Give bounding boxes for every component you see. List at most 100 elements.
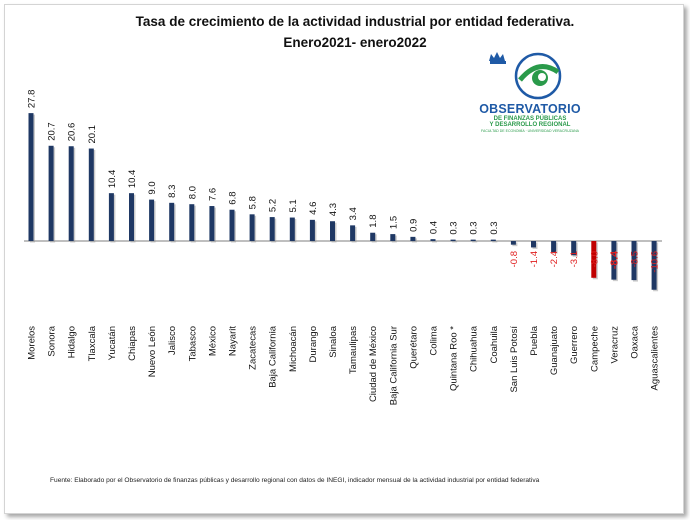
source-note: Fuente: Elaborado por el Observatorio de… xyxy=(50,477,540,484)
category-label: Veracruz xyxy=(609,326,620,364)
category-label: Sinaloa xyxy=(328,325,339,357)
data-label: 1.8 xyxy=(368,215,379,228)
bar xyxy=(591,241,597,278)
bar xyxy=(209,206,215,241)
category-label: Baja California xyxy=(268,325,279,387)
data-label: 0.3 xyxy=(489,221,500,234)
bar xyxy=(651,241,657,290)
data-label: -3.1 xyxy=(569,251,580,267)
data-label: 10.4 xyxy=(107,170,118,189)
category-label: Sonora xyxy=(47,325,58,356)
bar-shadow xyxy=(472,241,478,243)
bar xyxy=(149,199,155,241)
category-label: Morelos xyxy=(27,326,38,360)
bar xyxy=(350,225,356,241)
data-label: 4.6 xyxy=(308,202,319,215)
data-label: 1.5 xyxy=(388,216,399,229)
data-label: 9.0 xyxy=(147,181,158,194)
data-label: 8.0 xyxy=(187,186,198,199)
bar xyxy=(571,241,577,256)
category-label: Baja California Sur xyxy=(388,326,399,405)
data-label: 5.8 xyxy=(248,196,259,209)
bar-shadow xyxy=(492,241,498,243)
data-label: 8.3 xyxy=(167,185,178,198)
bar xyxy=(129,193,134,241)
data-label: -0.8 xyxy=(509,251,520,267)
bar xyxy=(390,234,396,241)
bar xyxy=(490,239,496,241)
bar xyxy=(430,239,436,241)
logo-subtitle-1: DE FINANZAS PÚBLICAS xyxy=(493,116,567,122)
category-label: Coahuila xyxy=(489,325,500,363)
category-label: Chiapas xyxy=(127,326,138,361)
chart-subtitle: Enero2021- enero2022 xyxy=(283,35,427,50)
category-label: Guanajuato xyxy=(549,326,560,375)
data-label: 0.3 xyxy=(469,221,480,234)
category-label: Quintana Roo * xyxy=(449,326,460,391)
logo-tagline: FACULTAD DE ECONOMÍA · UNIVERSIDAD VERAC… xyxy=(481,129,579,133)
data-label: 10.4 xyxy=(127,170,138,189)
bar xyxy=(450,239,456,241)
data-label: -10.6 xyxy=(650,251,661,273)
category-label: Hidalgo xyxy=(67,326,78,358)
bar xyxy=(551,241,557,253)
data-label: 20.7 xyxy=(47,122,58,141)
logo-emblem-icon xyxy=(489,52,562,100)
bar xyxy=(229,209,235,241)
data-label: 5.1 xyxy=(288,199,299,212)
category-label: México xyxy=(207,326,218,356)
bar xyxy=(169,202,175,241)
data-label: -8.5 xyxy=(630,251,641,267)
bar xyxy=(88,148,94,241)
bar xyxy=(631,241,637,281)
category-label: Campeche xyxy=(589,326,600,372)
category-label: Durango xyxy=(308,326,319,362)
category-label: Jalisco xyxy=(167,326,178,355)
bar xyxy=(410,236,416,241)
bar xyxy=(108,193,114,241)
bar xyxy=(510,241,516,245)
category-label: Ciudad de México xyxy=(368,326,379,402)
category-label: Tamaulipas xyxy=(348,326,359,374)
bar xyxy=(48,145,54,241)
category-label: San Luis Potosí xyxy=(509,326,520,393)
observatorio-logo: OBSERVATORIO DE FINANZAS PÚBLICAS Y DESA… xyxy=(470,50,590,136)
category-label: Yucatán xyxy=(107,326,118,360)
category-label: Querétaro xyxy=(408,326,419,369)
bar xyxy=(611,241,617,280)
bar xyxy=(189,204,195,241)
data-label: 20.6 xyxy=(67,123,78,142)
data-label: 0.9 xyxy=(408,219,419,232)
bar xyxy=(370,232,376,241)
data-label: 7.6 xyxy=(207,188,218,201)
bar xyxy=(249,214,255,241)
chart-frame xyxy=(4,4,684,514)
logo-name: OBSERVATORIO xyxy=(479,102,581,116)
data-label: -1.4 xyxy=(529,251,540,267)
bar xyxy=(470,239,476,241)
bar xyxy=(289,217,295,241)
category-label: Tabasco xyxy=(187,326,198,361)
data-label: -2.4 xyxy=(549,251,560,267)
category-label: Aguascalientes xyxy=(650,326,661,391)
bar xyxy=(269,217,275,241)
bar xyxy=(68,146,74,241)
bar xyxy=(531,241,536,248)
data-label: 27.8 xyxy=(27,90,38,109)
data-label: 5.2 xyxy=(268,199,279,212)
category-label: Guerrero xyxy=(569,326,580,364)
category-label: Zacatecas xyxy=(248,326,259,370)
data-label: 20.1 xyxy=(87,125,98,144)
bar-shadow xyxy=(452,241,458,243)
category-label: Colima xyxy=(429,325,440,355)
data-label: 0.4 xyxy=(429,221,440,234)
bar xyxy=(28,113,34,241)
bar-shadow xyxy=(432,240,437,243)
category-label: Tlaxcala xyxy=(87,325,98,361)
category-label: Chihuahua xyxy=(469,325,480,372)
bar xyxy=(330,221,335,241)
bar xyxy=(309,219,315,241)
data-label: -8.4 xyxy=(608,251,620,269)
category-label: Puebla xyxy=(529,325,540,355)
